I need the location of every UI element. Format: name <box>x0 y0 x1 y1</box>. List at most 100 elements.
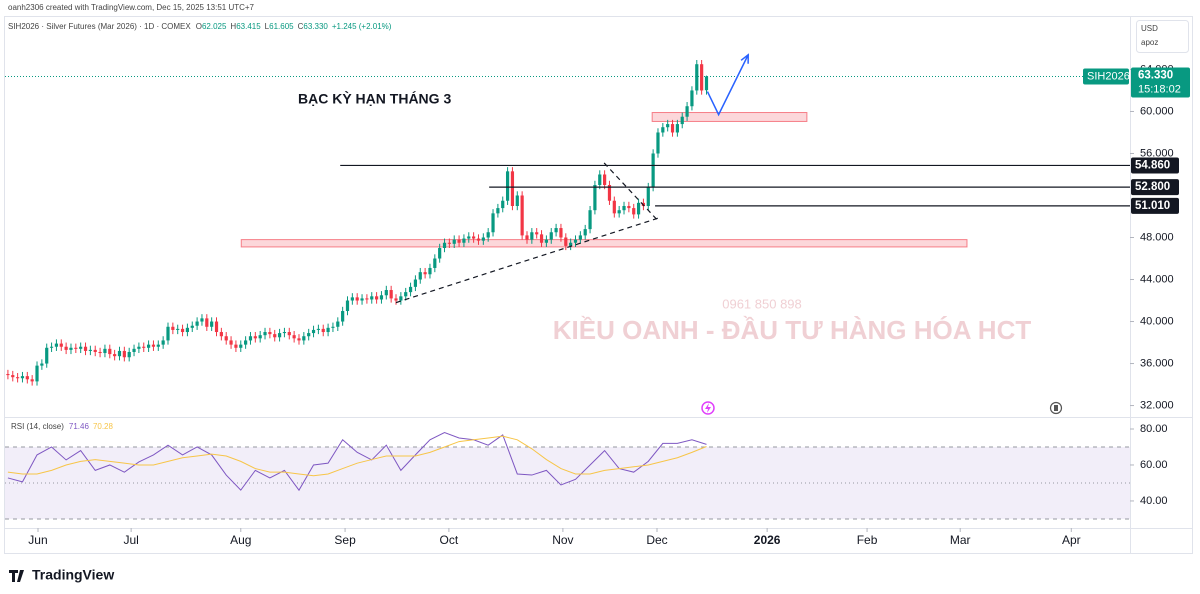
ticker: SIH2026 <box>1087 70 1130 82</box>
candle-body <box>190 325 194 328</box>
level-label: 52.800 <box>1135 181 1170 193</box>
candle-body <box>98 351 102 354</box>
event-icon[interactable] <box>701 401 715 415</box>
price-label: 63.330 <box>1138 70 1173 82</box>
candle-body <box>88 349 92 351</box>
candle-body <box>180 328 185 333</box>
chart-frame <box>4 16 1193 554</box>
ohlc-value: 63.415 <box>236 22 261 31</box>
arrow-head <box>740 53 749 64</box>
candle-body <box>282 332 287 334</box>
candle-body <box>651 153 655 188</box>
currency-box[interactable] <box>1136 20 1189 53</box>
candle-body <box>472 236 476 239</box>
candle-body <box>496 208 500 214</box>
candle-body <box>539 234 544 243</box>
candle-body <box>704 76 709 91</box>
candle-body <box>559 228 563 238</box>
candle-body <box>607 184 612 201</box>
x-tick-label: Aug <box>230 533 251 547</box>
candle-body <box>229 340 233 345</box>
candle-body <box>530 232 534 240</box>
candle-body <box>685 106 689 117</box>
x-tick-label: Feb <box>857 533 878 547</box>
candle-body <box>525 235 529 240</box>
candle-body <box>690 90 694 107</box>
candle-body <box>113 354 117 357</box>
change: +1.245 (+2.01%) <box>332 22 392 31</box>
candle-body <box>117 350 122 357</box>
candle-body <box>408 286 413 293</box>
level-label: 51.010 <box>1135 200 1170 212</box>
candle-body <box>670 124 675 133</box>
candle-body <box>142 346 146 348</box>
candle-body <box>20 376 25 379</box>
candle-body <box>321 328 325 333</box>
candle-body <box>345 300 350 312</box>
level-label: 54.860 <box>1135 159 1170 171</box>
rsi-tick-label: 80.00 <box>1140 423 1168 435</box>
candle-body <box>646 187 650 206</box>
credit: oanh2306 created with TradingView.com, D… <box>8 3 255 12</box>
candle-body <box>287 332 291 336</box>
candle-body <box>632 208 636 215</box>
candle-body <box>481 237 485 241</box>
candle-body <box>200 318 204 322</box>
symbol: SIH2026 · Silver Futures (Mar 2026) · 1D… <box>8 22 191 31</box>
candle-body <box>423 272 427 275</box>
y-tick-label: 32.000 <box>1140 399 1174 411</box>
candle-body <box>151 344 156 347</box>
candle-body <box>127 351 131 358</box>
candle-body <box>156 344 160 347</box>
candle-body <box>277 333 282 338</box>
candle-body <box>311 329 316 334</box>
level-tag <box>1131 197 1179 214</box>
candle-body <box>93 349 97 352</box>
ticker-tag <box>1083 68 1129 85</box>
candle-body <box>122 350 126 358</box>
candle-body <box>185 327 190 333</box>
candle-body <box>350 297 354 301</box>
candle-body <box>700 64 704 91</box>
candle-body <box>578 235 582 240</box>
candle-body <box>214 321 219 333</box>
candle-body <box>205 318 209 327</box>
candle-body <box>360 298 364 301</box>
candle-body <box>384 290 388 296</box>
candle-body <box>598 174 602 185</box>
y-tick-label: 36.000 <box>1140 357 1174 369</box>
candle-body <box>510 171 515 206</box>
candle-body <box>447 242 451 244</box>
level-tag <box>1131 179 1179 196</box>
candle-body <box>74 347 78 349</box>
y-tick-label: 44.000 <box>1140 273 1174 285</box>
candle-body <box>588 210 592 230</box>
rsi-tick-label: 60.00 <box>1140 459 1168 471</box>
ohlc-value: 62.025 <box>202 22 227 31</box>
candle-body <box>535 232 539 235</box>
price-tag <box>1131 67 1190 98</box>
candle-body <box>505 171 510 201</box>
y-tick-label: 56.000 <box>1140 147 1174 159</box>
candle-body <box>680 116 684 125</box>
candle-body <box>176 328 180 330</box>
candle-body <box>379 295 384 300</box>
candle-body <box>49 346 54 348</box>
candle-body <box>210 321 214 327</box>
rsi-line <box>7 432 707 492</box>
candle-body <box>59 343 63 347</box>
clock-icon[interactable] <box>1049 401 1063 415</box>
candle-body <box>239 344 243 348</box>
candle-body <box>25 376 29 380</box>
watermark: KIỀU OANH - ĐẦU TƯ HÀNG HÓA HCT <box>553 315 1032 345</box>
candle-body <box>292 335 296 339</box>
x-tick-label: Sep <box>334 533 356 547</box>
candle-body <box>603 174 607 185</box>
candle-body <box>442 242 447 249</box>
candle-body <box>341 311 345 322</box>
candle-body <box>695 64 699 91</box>
candle-body <box>40 363 44 366</box>
candle-body <box>336 321 340 327</box>
candle-body <box>675 124 679 133</box>
candle-body <box>302 336 306 341</box>
